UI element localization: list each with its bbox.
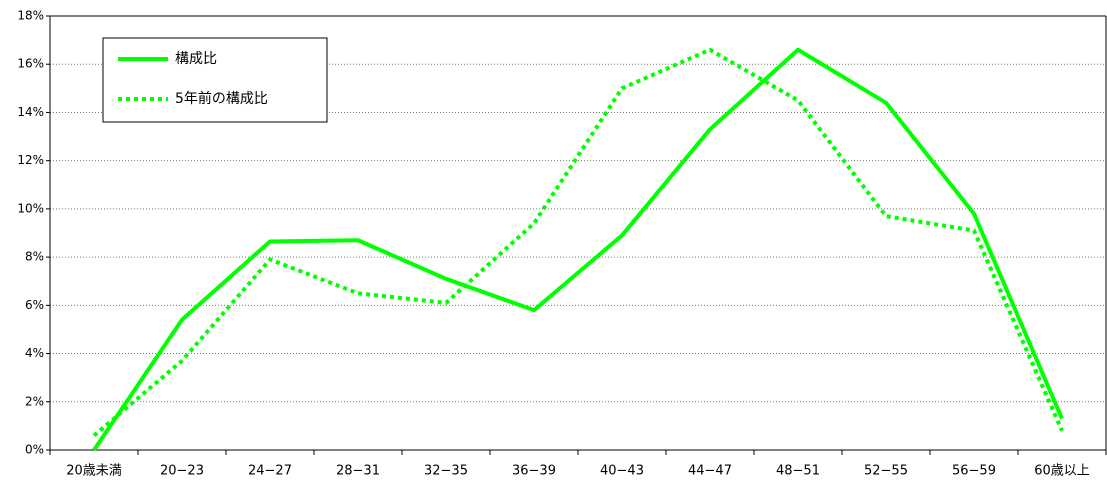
y-tick-label: 12% <box>17 153 44 167</box>
x-tick-label: 52−55 <box>864 464 908 479</box>
x-tick-label: 48−51 <box>776 464 820 479</box>
y-tick-label: 8% <box>25 250 44 264</box>
y-tick-label: 4% <box>25 346 44 360</box>
y-tick-label: 14% <box>17 105 44 119</box>
legend-label: 5年前の構成比 <box>175 90 268 107</box>
y-tick-label: 16% <box>17 57 44 71</box>
legend-label: 構成比 <box>175 51 217 67</box>
x-tick-label: 20−23 <box>160 464 204 479</box>
series-line <box>92 47 1064 452</box>
series-line <box>92 47 1064 438</box>
y-tick-label: 6% <box>25 298 44 312</box>
y-tick-label: 18% <box>17 9 44 23</box>
x-tick-label: 40−43 <box>600 464 644 479</box>
x-tick-label: 44−47 <box>688 464 732 479</box>
x-tick-label: 36−39 <box>512 464 556 479</box>
x-tick-label: 28−31 <box>336 464 380 479</box>
x-tick-label: 32−35 <box>424 464 468 479</box>
y-tick-label: 10% <box>17 201 44 215</box>
x-tick-label: 24−27 <box>248 464 292 479</box>
y-tick-label: 2% <box>25 394 44 408</box>
x-tick-label: 56−59 <box>952 464 996 479</box>
y-tick-label: 0% <box>25 443 44 457</box>
x-tick-label: 60歳以上 <box>1034 464 1090 479</box>
legend-box <box>102 37 328 123</box>
x-tick-label: 20歳未満 <box>66 464 122 479</box>
